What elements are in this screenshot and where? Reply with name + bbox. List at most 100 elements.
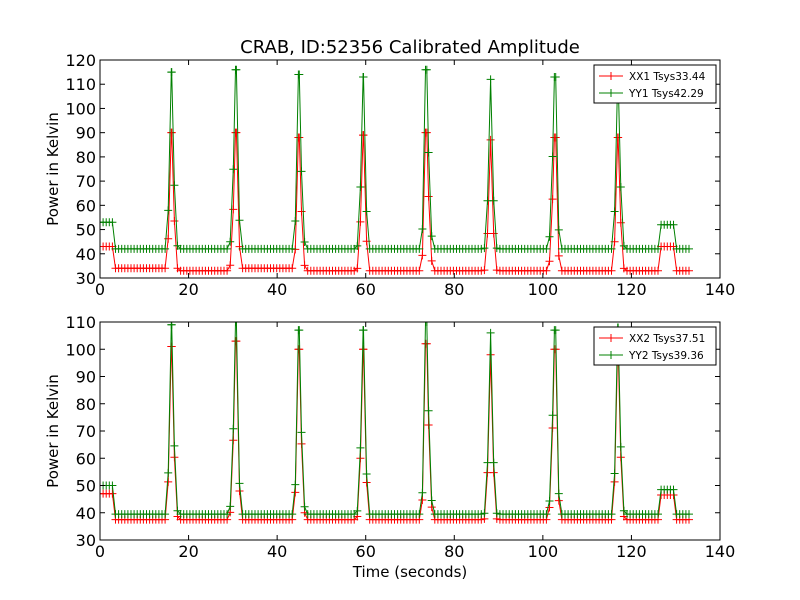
data-point [229, 205, 238, 214]
data-point [422, 322, 431, 326]
data-point [480, 244, 489, 253]
y-tick-label: 100 [65, 340, 96, 359]
data-point [359, 131, 368, 140]
data-point [226, 261, 235, 270]
data-point [223, 244, 232, 253]
data-point [353, 241, 362, 250]
data-point [295, 326, 304, 335]
plot-area [100, 65, 693, 275]
data-point [685, 510, 693, 519]
x-tick-label: 60 [356, 542, 376, 561]
data-point [359, 326, 368, 335]
data-point [297, 428, 306, 437]
data-point [654, 244, 662, 253]
data-point [614, 133, 623, 142]
y-tick-label: 50 [76, 221, 96, 240]
legend-marker [607, 72, 615, 80]
y-tick-label: 40 [76, 245, 96, 264]
data-point [554, 225, 563, 234]
y-tick-label: 60 [76, 196, 96, 215]
x-tick-label: 100 [528, 280, 559, 299]
data-point [170, 441, 179, 450]
data-point [108, 481, 117, 490]
y-tick-label: 30 [76, 269, 96, 288]
figure-title: CRAB, ID:52356 Calibrated Amplitude [240, 37, 580, 58]
data-point [161, 264, 170, 273]
data-point [607, 266, 616, 275]
data-point [295, 70, 304, 79]
data-point [424, 148, 433, 157]
data-point [353, 506, 362, 515]
y-tick-label: 40 [76, 504, 96, 523]
y-axis-label: Power in Kelvin [44, 112, 62, 226]
data-point [170, 217, 179, 226]
data-point [616, 218, 625, 227]
data-point [545, 232, 554, 241]
data-point [548, 152, 557, 161]
data-point [418, 251, 427, 260]
legend-entry: YY2 Tsys39.36 [628, 350, 704, 362]
data-point [170, 181, 179, 190]
legend: XX2 Tsys37.51 YY2 Tsys39.36 [593, 326, 717, 366]
y-tick-label: 60 [76, 449, 96, 468]
data-point [427, 232, 436, 241]
series-markers-2 [100, 322, 693, 519]
data-point [362, 470, 371, 479]
data-point [654, 266, 662, 275]
data-point [486, 135, 495, 144]
y-tick-label: 80 [76, 148, 96, 167]
y-tick-label: 50 [76, 477, 96, 496]
data-point [359, 72, 368, 81]
data-point [223, 510, 232, 519]
data-point [291, 488, 300, 497]
x-tick-label: 0 [95, 542, 105, 561]
data-point [226, 237, 235, 246]
legend-entry: YY1 Tsys42.29 [628, 88, 704, 100]
y-tick-label: 90 [76, 124, 96, 143]
data-point [167, 128, 176, 137]
x-tick-label: 20 [178, 280, 198, 299]
data-point [108, 218, 117, 227]
data-point [229, 165, 238, 174]
data-point [297, 167, 306, 176]
data-point [489, 458, 498, 467]
data-point [235, 216, 244, 225]
x-tick-label: 40 [267, 280, 287, 299]
y-tick-label: 80 [76, 395, 96, 414]
x-tick-label: 120 [616, 542, 647, 561]
x-axis-label: Time (seconds) [352, 563, 468, 581]
data-point [418, 225, 427, 234]
data-point [421, 322, 430, 326]
data-point [362, 207, 371, 216]
data-point [545, 497, 554, 506]
data-point [300, 261, 309, 270]
data-point [422, 65, 431, 74]
bottom-plot: 0 20 40 60 80 100 120 140 30 40 50 60 70 80 90 100 110 Po… [44, 313, 735, 581]
legend-marker [607, 89, 615, 97]
data-point [607, 244, 616, 253]
data-point [616, 183, 625, 192]
data-point [226, 502, 235, 511]
data-point [551, 72, 560, 81]
data-point [288, 244, 297, 253]
data-point [161, 510, 170, 519]
data-point [486, 75, 495, 84]
data-point [415, 266, 424, 275]
series-markers-2 [100, 65, 693, 253]
data-point [554, 489, 563, 498]
x-tick-label: 140 [705, 280, 736, 299]
data-point [232, 322, 241, 326]
x-tick-label: 0 [95, 280, 105, 299]
data-point [542, 266, 551, 275]
x-tick-label: 120 [616, 280, 647, 299]
x-tick-label: 80 [444, 542, 464, 561]
legend-marker [607, 351, 615, 359]
data-point [610, 207, 619, 216]
y-tick-label: 30 [76, 531, 96, 550]
y-tick-label: 90 [76, 368, 96, 387]
data-point [654, 510, 662, 519]
data-point [288, 510, 297, 519]
data-point [232, 65, 241, 74]
data-point [685, 266, 693, 275]
data-point [167, 68, 176, 77]
